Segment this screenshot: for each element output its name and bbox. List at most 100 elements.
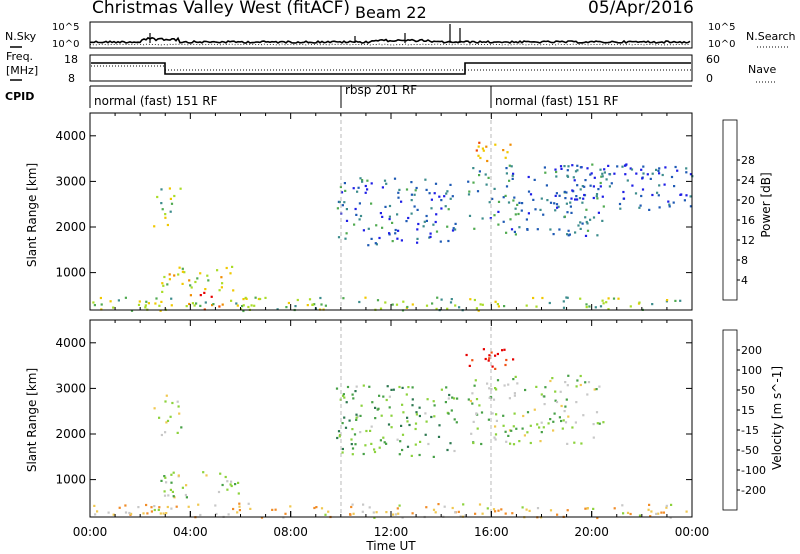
- data-cell: [93, 504, 96, 507]
- data-cell: [573, 179, 576, 182]
- data-cell: [514, 375, 517, 378]
- data-cell: [509, 442, 512, 445]
- data-cell: [462, 503, 465, 506]
- data-cell: [685, 171, 688, 174]
- data-cell: [592, 423, 595, 426]
- data-cell: [658, 172, 661, 175]
- data-cell: [575, 195, 578, 198]
- data-cell: [588, 305, 591, 308]
- data-cell: [488, 387, 491, 390]
- data-cell: [658, 206, 661, 209]
- data-cell: [552, 420, 555, 423]
- data-cell: [341, 204, 344, 207]
- data-cell: [535, 385, 538, 388]
- data-cell: [566, 384, 569, 387]
- data-cell: [449, 301, 453, 304]
- data-cell: [364, 444, 367, 447]
- data-cell: [589, 218, 592, 221]
- time-tick-label: 00:00: [675, 525, 710, 539]
- data-cell: [391, 221, 394, 224]
- data-cell: [488, 396, 491, 399]
- colorbar-tick-label: 15: [741, 404, 755, 417]
- data-cell: [624, 173, 627, 176]
- data-cell: [556, 206, 559, 209]
- data-cell: [313, 506, 316, 510]
- freq-tick-top-left: 18: [64, 53, 78, 66]
- data-cell: [641, 177, 644, 180]
- data-cell: [496, 352, 499, 356]
- data-cell: [504, 363, 507, 367]
- data-cell: [640, 168, 643, 171]
- data-cell: [525, 304, 528, 307]
- data-cell: [476, 190, 480, 193]
- data-cell: [112, 513, 115, 516]
- data-cell: [549, 509, 553, 512]
- power-colorbar-label: Power [dB]: [759, 172, 773, 237]
- data-cell: [357, 186, 360, 189]
- data-cell: [660, 511, 663, 514]
- data-cell: [539, 208, 542, 211]
- data-cell: [366, 179, 369, 182]
- data-cell: [338, 434, 342, 437]
- data-cell: [487, 359, 490, 362]
- data-cell: [641, 188, 645, 191]
- data-cell: [584, 381, 587, 384]
- data-cell: [175, 505, 178, 508]
- data-cell: [164, 431, 167, 434]
- data-cell: [375, 224, 378, 227]
- data-cell: [649, 177, 652, 180]
- data-cell: [158, 416, 161, 419]
- data-cell: [553, 412, 556, 415]
- data-cell: [396, 213, 399, 216]
- data-cell: [512, 172, 515, 175]
- data-cell: [440, 388, 443, 391]
- data-cell: [669, 516, 672, 519]
- data-cell: [356, 190, 359, 193]
- data-cell: [408, 423, 411, 427]
- data-cell: [99, 296, 102, 300]
- data-cell: [204, 301, 207, 304]
- station-title: Christmas Valley West (fitACF): [92, 0, 350, 18]
- data-cell: [451, 506, 454, 510]
- data-cell: [584, 216, 587, 219]
- data-cell: [170, 202, 174, 205]
- data-cell: [229, 272, 232, 275]
- data-cell: [381, 226, 384, 229]
- data-cell: [504, 430, 507, 433]
- data-cell: [507, 434, 510, 437]
- data-cell: [436, 296, 439, 299]
- data-cell: [234, 483, 237, 486]
- data-cell: [533, 178, 536, 181]
- data-cell: [664, 166, 667, 169]
- data-cell: [92, 301, 95, 304]
- freq-trace: [91, 62, 691, 75]
- data-cell: [543, 166, 546, 169]
- data-cell: [563, 410, 566, 413]
- data-cell: [495, 419, 498, 422]
- data-cell: [168, 187, 171, 190]
- data-cell: [370, 202, 373, 205]
- data-cell: [259, 297, 262, 301]
- data-cell: [401, 448, 404, 452]
- sky-tick-top-left: 10^5: [52, 22, 79, 33]
- data-cell: [413, 205, 416, 208]
- data-cell: [658, 184, 661, 187]
- data-cell: [573, 441, 576, 444]
- data-cell: [514, 207, 517, 210]
- data-cell: [400, 424, 403, 427]
- data-cell: [646, 173, 649, 176]
- data-cell: [562, 419, 565, 422]
- velocity-panel-frame: [90, 320, 692, 517]
- data-cell: [199, 304, 202, 307]
- data-cell: [560, 419, 563, 423]
- data-cell: [242, 309, 245, 313]
- colorbar-tick-label: 28: [741, 154, 755, 167]
- data-cell: [367, 244, 370, 247]
- data-cell: [622, 190, 625, 194]
- colorbar-tick-label: 4: [741, 274, 748, 287]
- data-cell: [502, 196, 505, 199]
- data-cell: [236, 511, 239, 514]
- data-cell: [424, 412, 427, 415]
- data-cell: [285, 306, 288, 309]
- data-cell: [494, 354, 497, 357]
